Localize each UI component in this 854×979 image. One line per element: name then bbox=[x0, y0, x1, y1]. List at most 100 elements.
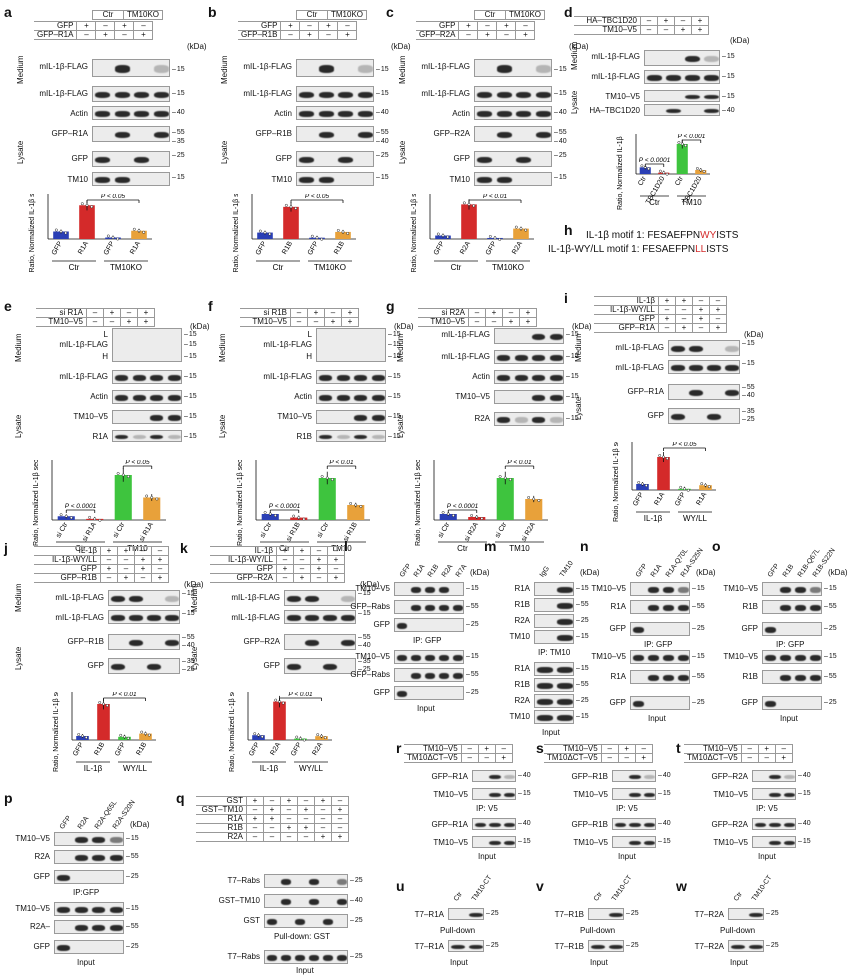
band bbox=[338, 156, 354, 164]
data-point bbox=[679, 485, 683, 489]
band bbox=[769, 774, 781, 780]
band bbox=[336, 434, 350, 440]
bar-3 bbox=[699, 485, 712, 490]
condition-sign: + bbox=[120, 317, 138, 327]
band bbox=[150, 434, 164, 440]
band bbox=[489, 774, 501, 780]
mw-marker: 55 bbox=[126, 853, 139, 860]
mw-marker: 15 bbox=[388, 373, 401, 380]
x-tick-label: R2A bbox=[311, 741, 324, 757]
condition-label: TM10–V5 bbox=[418, 317, 469, 327]
data-point bbox=[54, 228, 58, 232]
band bbox=[114, 91, 130, 99]
x-tick-label: GFP bbox=[51, 240, 64, 256]
band bbox=[322, 919, 334, 925]
band bbox=[557, 603, 573, 609]
data-point bbox=[702, 170, 706, 173]
lane-label: GFP bbox=[58, 814, 73, 831]
data-point bbox=[268, 232, 272, 236]
data-point bbox=[475, 515, 479, 519]
band bbox=[496, 111, 512, 117]
p-value-label: P < 0.05 bbox=[101, 194, 126, 200]
bar-chart-b: GFP R1B GFP R1B Ctr TM10KO P < 0.05 Ratio, Norm… bbox=[233, 194, 356, 273]
data-point bbox=[665, 457, 669, 460]
p-value-label: P < 0.01 bbox=[483, 194, 508, 200]
data-point bbox=[349, 502, 353, 505]
data-point bbox=[436, 232, 440, 236]
mw-marker: 25 bbox=[172, 152, 185, 159]
blot-g-4 bbox=[494, 412, 564, 426]
band bbox=[129, 595, 143, 603]
band bbox=[704, 75, 719, 81]
mw-marker: 15 bbox=[466, 653, 479, 660]
kda-label: (kDa) bbox=[828, 568, 848, 577]
x-tick-label: R1A bbox=[77, 240, 90, 256]
p-value-label: P < 0.0001 bbox=[447, 503, 479, 510]
band bbox=[707, 413, 721, 421]
data-point bbox=[116, 237, 120, 241]
kda-label: (kDa) bbox=[569, 42, 589, 51]
data-point bbox=[150, 496, 154, 499]
data-point bbox=[330, 478, 334, 481]
mw-marker: 40 bbox=[722, 107, 735, 114]
blot-label: mIL-1β-FLAG bbox=[243, 89, 292, 98]
condition-sign: – bbox=[485, 317, 503, 327]
data-point bbox=[310, 234, 314, 238]
band bbox=[323, 615, 337, 621]
band bbox=[308, 899, 320, 905]
band bbox=[644, 792, 655, 798]
group-header-b: Ctr TM10KO bbox=[296, 10, 368, 20]
band bbox=[396, 655, 408, 661]
condition-sign: – bbox=[86, 317, 104, 327]
mw-marker: 15 bbox=[692, 585, 705, 592]
blot-b-2 bbox=[296, 106, 374, 120]
condition-sign: – bbox=[134, 573, 152, 583]
section-medium: Medium bbox=[14, 333, 23, 362]
blot-label: GFP–R1B bbox=[67, 637, 104, 646]
band bbox=[371, 415, 385, 421]
x-tick-label: GFP bbox=[248, 741, 261, 757]
kda-label: (kDa) bbox=[580, 568, 600, 577]
bar-2 bbox=[496, 478, 514, 520]
band bbox=[319, 375, 333, 381]
data-point bbox=[59, 513, 63, 517]
condition-sign: – bbox=[692, 323, 710, 333]
p-value-label: P < 0.0001 bbox=[639, 157, 671, 164]
mw-marker: 15 bbox=[566, 393, 579, 400]
blot-i-3 bbox=[668, 408, 740, 424]
x-tick-label: si Ctr bbox=[494, 521, 509, 539]
band bbox=[504, 792, 515, 798]
data-point bbox=[446, 235, 450, 239]
data-point bbox=[90, 205, 94, 209]
band bbox=[354, 375, 368, 381]
band bbox=[549, 417, 563, 423]
data-point bbox=[503, 476, 507, 480]
band bbox=[167, 415, 181, 421]
p-value-label: P < 0.01 bbox=[112, 692, 137, 698]
lane-label: Ctr bbox=[592, 890, 604, 903]
data-point bbox=[354, 503, 358, 507]
bar-2 bbox=[318, 478, 336, 520]
mw-marker: 25 bbox=[126, 943, 139, 950]
band bbox=[294, 955, 306, 961]
blot-label: GFP bbox=[609, 698, 626, 707]
band bbox=[318, 177, 334, 183]
mw-marker: 15 bbox=[742, 340, 755, 347]
mw-marker: 15 bbox=[466, 585, 479, 592]
band bbox=[784, 840, 795, 846]
condition-sign: + bbox=[341, 317, 359, 327]
lane-label: Ctr bbox=[732, 890, 744, 903]
panel-label-c: c bbox=[386, 4, 394, 20]
band bbox=[532, 333, 546, 341]
condition-sign: + bbox=[137, 317, 155, 327]
data-point bbox=[257, 733, 260, 737]
blot-j-0 bbox=[108, 590, 180, 606]
mw-marker: 55 bbox=[466, 671, 479, 678]
blot-label: mIL-1β-FLAG bbox=[231, 593, 280, 602]
band bbox=[647, 605, 660, 611]
band bbox=[299, 177, 315, 183]
condition-sign: + bbox=[634, 753, 653, 763]
section-medium: Medium bbox=[398, 55, 407, 84]
data-point bbox=[700, 482, 704, 486]
